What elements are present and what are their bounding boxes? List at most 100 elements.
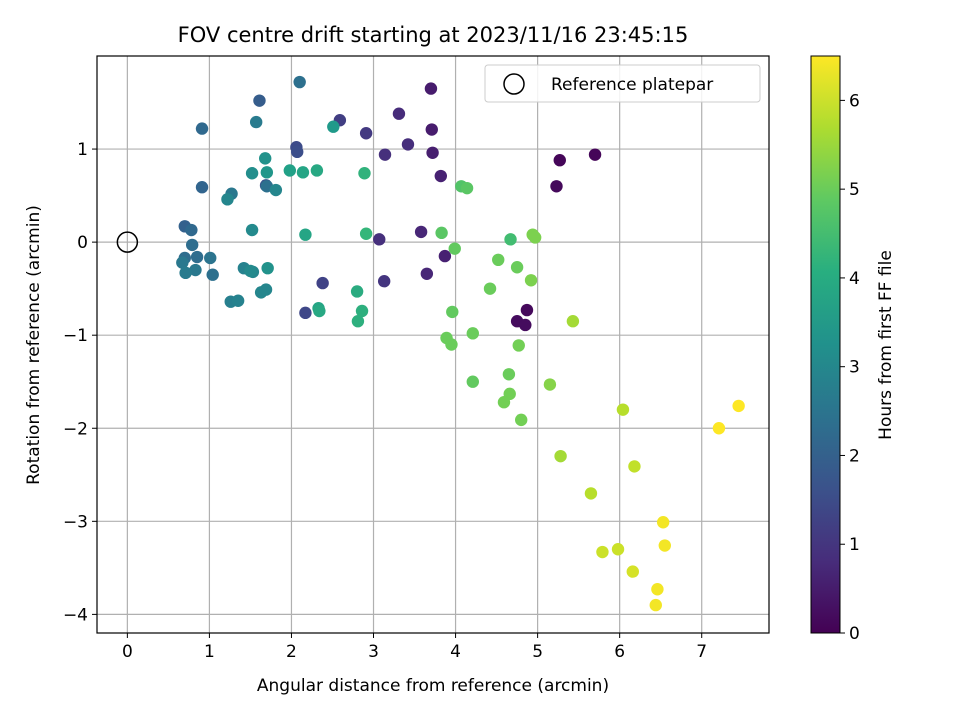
scatter-point <box>519 318 532 332</box>
scatter-point <box>448 242 461 255</box>
scatter-points <box>176 75 745 612</box>
colorbar-tick-label: 0 <box>849 624 860 644</box>
y-tick-label: −3 <box>63 512 88 532</box>
scatter-point <box>658 539 671 552</box>
plot-frame <box>96 55 770 634</box>
scatter-point <box>550 180 563 193</box>
scatter-point <box>293 75 306 89</box>
colorbar-gradient <box>810 55 841 634</box>
scatter-point <box>310 164 324 177</box>
scatter-point <box>401 138 415 151</box>
colorbar-tick-label: 2 <box>849 446 860 466</box>
scatter-point <box>460 181 474 195</box>
y-tick-label: −4 <box>63 605 88 625</box>
scatter-point <box>596 545 609 559</box>
y-tick-label: 1 <box>77 140 88 160</box>
scatter-point <box>584 487 598 500</box>
scatter-point <box>299 306 312 320</box>
scatter-point <box>179 266 192 280</box>
scatter-point <box>351 315 365 328</box>
x-axis-label: Angular distance from reference (arcmin) <box>257 676 609 696</box>
scatter-point <box>553 154 566 167</box>
scatter-point <box>195 181 209 194</box>
scatter-point <box>425 123 438 136</box>
x-tick-label: 5 <box>532 642 543 662</box>
scatter-point <box>378 148 392 161</box>
scatter-point <box>445 338 458 351</box>
scatter-point <box>195 122 209 135</box>
y-tick-label: −1 <box>63 326 88 346</box>
scatter-point <box>426 146 439 159</box>
scatter-point <box>259 152 272 165</box>
scatter-point <box>259 283 273 296</box>
scatter-point <box>260 166 274 179</box>
scatter-point <box>628 460 641 473</box>
scatter-point <box>497 396 511 409</box>
scatter-point <box>185 238 199 252</box>
colorbar-label: Hours from first FF file <box>876 250 896 440</box>
scatter-point <box>253 94 266 107</box>
scatter-point <box>269 183 283 197</box>
scatter-point <box>732 399 745 413</box>
x-tick-label: 1 <box>204 642 215 662</box>
scatter-point <box>566 315 580 328</box>
scatter-point <box>466 327 479 340</box>
y-tick-label: −2 <box>63 419 88 439</box>
colorbar-tick-label: 6 <box>849 91 860 111</box>
scatter-point <box>176 256 189 269</box>
scatter-point <box>244 264 257 278</box>
scatter-point <box>359 227 373 240</box>
scatter-point <box>245 223 259 237</box>
scatter-point <box>510 261 524 274</box>
x-tick-label: 7 <box>696 642 707 662</box>
scatter-point <box>231 294 245 307</box>
chart-title: FOV centre drift starting at 2023/11/16 … <box>178 23 689 47</box>
scatter-point <box>249 115 263 129</box>
scatter-point <box>299 228 312 241</box>
scatter-point <box>434 169 447 183</box>
axis-ticks: 0 1 2 3 4 5 6 7 −4 −3 −2 −1 0 1 <box>63 140 707 662</box>
y-axis-label: Rotation from reference (arcmin) <box>24 205 44 485</box>
scatter-point <box>190 250 204 264</box>
scatter-point <box>261 261 274 275</box>
legend-box <box>484 64 761 103</box>
scatter-point <box>358 167 371 180</box>
scatter-point <box>588 148 602 161</box>
scatter-point <box>355 304 369 318</box>
scatter-point <box>651 583 664 596</box>
scatter-point <box>502 368 516 381</box>
scatter-point <box>435 226 448 240</box>
scatter-point <box>185 223 198 237</box>
scatter-point <box>377 275 391 288</box>
scatter-point <box>512 339 525 352</box>
scatter-point <box>204 251 217 265</box>
scatter-point <box>554 449 567 463</box>
scatter-point <box>616 403 630 416</box>
x-tick-label: 6 <box>614 642 625 662</box>
reference-layer <box>116 231 139 253</box>
y-tick-label: 0 <box>77 233 88 253</box>
legend-marker-reference <box>503 73 525 95</box>
scatter-point <box>524 274 538 287</box>
scatter-point <box>626 565 639 578</box>
scatter-point <box>206 268 219 281</box>
colorbar-tick-label: 3 <box>849 358 860 378</box>
scatter-point <box>543 378 557 391</box>
scatter-point <box>350 285 364 298</box>
scatter-point <box>221 193 234 206</box>
scatter-point <box>492 253 505 267</box>
x-tick-label: 4 <box>450 642 461 662</box>
scatter-point <box>528 231 542 244</box>
colorbar-tick-label: 1 <box>849 535 860 555</box>
scatter-point <box>504 233 517 246</box>
scatter-point <box>424 82 438 95</box>
scatter-point <box>466 375 479 388</box>
scatter-point <box>649 598 662 612</box>
scatter-point <box>520 303 534 317</box>
scatter-point <box>438 249 452 263</box>
colorbar-ticks: 0 1 2 3 4 5 6 <box>840 91 860 644</box>
scatter-point <box>296 166 310 179</box>
scatter-point <box>373 233 386 246</box>
